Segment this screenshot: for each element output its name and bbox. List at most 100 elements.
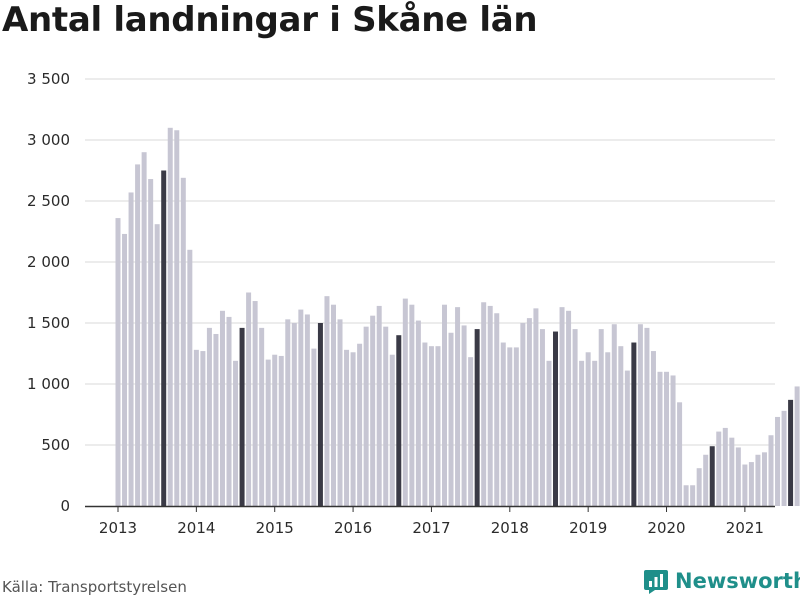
brand-logo[interactable]: Newsworthy <box>643 568 800 594</box>
bar <box>415 320 421 506</box>
bar <box>494 313 500 506</box>
bar <box>742 464 748 506</box>
bar <box>357 343 363 506</box>
bar <box>259 327 265 506</box>
bar <box>167 127 173 507</box>
bar <box>128 192 134 506</box>
bar <box>677 402 683 506</box>
bar <box>376 305 382 506</box>
bar <box>402 298 408 506</box>
x-axis: 2013201420152016201720182019202020212022 <box>85 505 775 537</box>
bar <box>246 292 252 506</box>
bar <box>435 346 441 506</box>
bar <box>664 371 670 506</box>
bar <box>363 326 369 506</box>
bar <box>644 327 650 506</box>
bar <box>330 304 336 506</box>
bar <box>526 318 532 506</box>
bar <box>487 305 493 506</box>
bar <box>481 302 487 506</box>
bar <box>657 371 663 506</box>
x-tick-label: 2017 <box>412 519 450 537</box>
y-tick-label: 3 500 <box>27 70 70 88</box>
bar <box>239 327 245 506</box>
x-tick-label: 2018 <box>491 519 529 537</box>
bar <box>396 335 402 506</box>
bar <box>618 346 624 506</box>
bar <box>324 296 330 506</box>
y-tick-label: 1 000 <box>27 375 70 393</box>
bar <box>428 346 434 506</box>
y-tick-label: 2 000 <box>27 253 70 271</box>
bar <box>729 437 735 506</box>
bar <box>788 399 794 506</box>
bar <box>703 454 709 506</box>
y-tick-label: 1 500 <box>27 314 70 332</box>
bar <box>624 370 630 506</box>
bar <box>500 342 506 506</box>
bar <box>187 249 193 507</box>
bar <box>768 435 774 506</box>
y-tick-label: 3 000 <box>27 131 70 149</box>
x-tick-label: 2020 <box>647 519 685 537</box>
bar <box>148 179 154 507</box>
bar <box>272 354 278 506</box>
y-tick-label: 500 <box>41 436 70 454</box>
bar <box>389 354 395 506</box>
bar <box>219 310 225 506</box>
y-axis-tick-labels: 0 500 1 000 1 500 2 000 2 500 3 000 3 500 <box>27 70 70 515</box>
bar <box>670 375 676 506</box>
bar <box>200 351 206 506</box>
bar <box>761 452 767 506</box>
bar <box>461 325 467 506</box>
bar <box>539 329 545 506</box>
bar <box>755 454 761 506</box>
bar <box>585 352 591 506</box>
bar <box>233 360 239 506</box>
bar <box>709 446 715 506</box>
x-tick-label: 2016 <box>334 519 372 537</box>
newsworthy-logo-icon <box>644 570 668 594</box>
y-tick-label: 2 500 <box>27 192 70 210</box>
bar <box>722 427 728 506</box>
bar <box>775 416 781 506</box>
bar <box>794 386 800 506</box>
bar <box>265 359 271 506</box>
bar <box>422 342 428 506</box>
x-tick-label: 2021 <box>726 519 764 537</box>
bar <box>337 319 343 506</box>
bar <box>206 327 212 506</box>
bar <box>781 410 787 506</box>
bar <box>605 352 611 506</box>
bar <box>154 224 160 506</box>
bar <box>683 485 689 506</box>
bar <box>572 329 578 506</box>
y-tick-label: 0 <box>60 497 70 515</box>
bar <box>611 324 617 506</box>
bar <box>370 315 376 506</box>
chart-title: Antal landningar i Skåne län <box>2 0 538 40</box>
source-note: Källa: Transportstyrelsen <box>2 578 187 596</box>
bar <box>507 347 513 506</box>
bar <box>566 310 572 506</box>
bar <box>174 130 180 507</box>
bar <box>650 351 656 506</box>
bar <box>115 218 121 506</box>
bar <box>141 152 147 506</box>
brand-name: Newsworthy <box>675 569 800 593</box>
bar <box>455 307 461 506</box>
bar <box>546 360 552 506</box>
bar <box>304 314 310 506</box>
x-tick-label: 2014 <box>177 519 215 537</box>
bar <box>553 331 559 506</box>
x-tick-label: 2013 <box>99 519 137 537</box>
bar <box>193 349 199 506</box>
bar <box>735 447 741 506</box>
bar <box>716 431 722 506</box>
bar <box>474 329 480 506</box>
bar <box>579 360 585 506</box>
bar <box>592 360 598 506</box>
bar <box>533 308 539 506</box>
bar <box>637 324 643 506</box>
bar <box>468 357 474 506</box>
